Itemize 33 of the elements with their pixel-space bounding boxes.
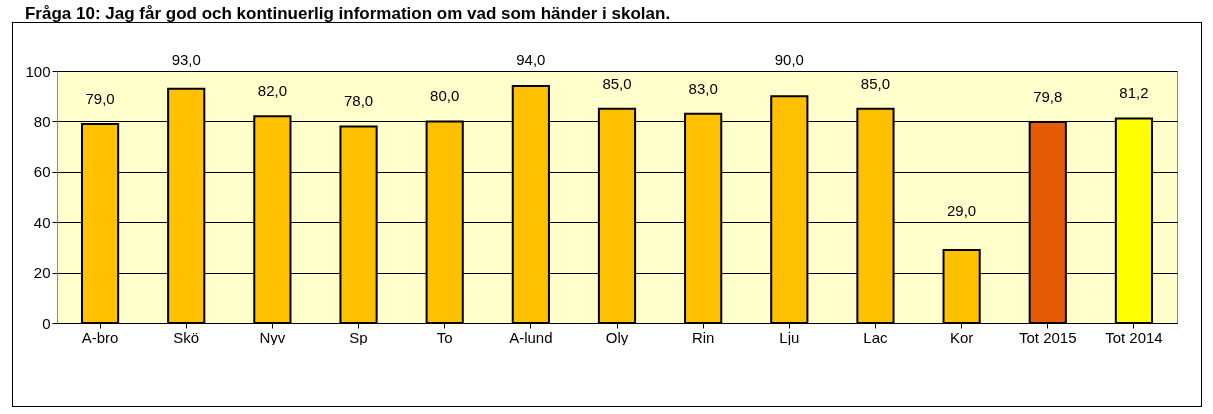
y-tick-label: 100 [25, 62, 51, 80]
x-tick-label: Tot 2014 [1105, 328, 1163, 346]
data-label: 83,0 [688, 79, 718, 97]
data-label: 90,0 [774, 51, 804, 68]
y-tick-label: 0 [42, 314, 51, 332]
data-label: 85,0 [860, 74, 891, 92]
y-tick-label: 20 [33, 264, 51, 282]
data-label: 79,8 [1033, 87, 1063, 105]
data-label: 82,0 [257, 82, 287, 100]
data-label: 94,0 [516, 51, 546, 68]
data-label: 85,0 [602, 74, 632, 92]
data-label: 78,0 [343, 92, 374, 110]
x-tick-label: Lac [863, 328, 889, 346]
x-tick-label: A-bro [81, 328, 119, 346]
x-tick-label: To [436, 328, 453, 346]
y-tick-label: 80 [33, 112, 51, 130]
data-label: 29,0 [947, 202, 977, 220]
y-tick-label: 40 [33, 213, 51, 231]
x-tick-label: Tot 2015 [1019, 328, 1077, 346]
data-label: 81,2 [1119, 84, 1149, 102]
x-tick-label: A-lund [509, 328, 553, 346]
chart-title: Fråga 10: Jag får god och kontinuerlig information om vad som händer i skolan. [24, 4, 671, 23]
x-tick-label: Kor [949, 328, 974, 346]
x-tick-label: Rin [691, 328, 715, 346]
x-tick-label: Oly [605, 328, 629, 346]
x-tick-label: Nyv [259, 328, 286, 346]
data-label: 93,0 [171, 51, 201, 68]
data-label: 80,0 [430, 87, 460, 105]
x-tick-label: Lju [779, 328, 800, 346]
x-tick-label: Sp [349, 328, 368, 346]
y-tick-label: 60 [33, 163, 51, 181]
data-label: 79,0 [85, 89, 115, 107]
x-tick-label: Skö [173, 328, 200, 346]
